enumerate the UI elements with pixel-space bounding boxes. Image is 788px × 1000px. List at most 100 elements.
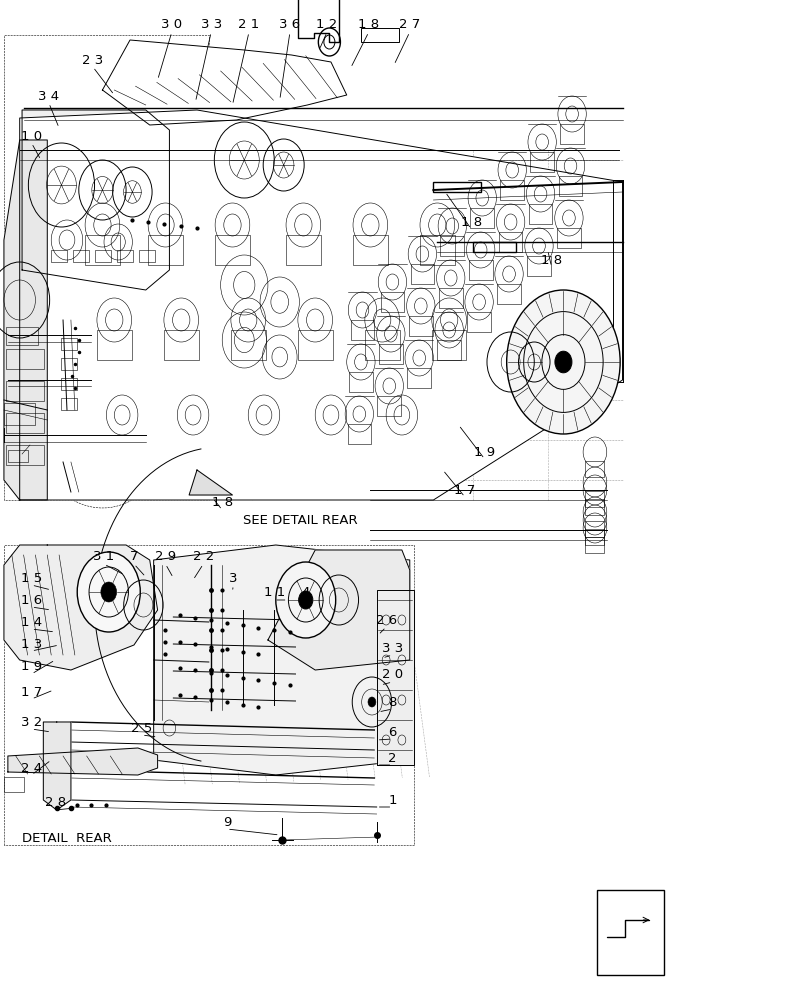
Polygon shape (102, 40, 347, 125)
Text: 3: 3 (229, 572, 237, 584)
Text: 1 9: 1 9 (21, 660, 42, 674)
Bar (585, 521, 604, 537)
Bar (585, 529, 604, 545)
Polygon shape (22, 110, 169, 290)
Polygon shape (4, 140, 47, 500)
Bar (148, 235, 183, 265)
Bar (97, 330, 132, 360)
Polygon shape (4, 545, 158, 670)
Bar (381, 292, 404, 312)
Bar (497, 284, 521, 304)
Text: 2 2: 2 2 (193, 550, 214, 564)
Text: 2 3: 2 3 (83, 53, 103, 66)
Bar (6, 327, 38, 345)
Bar (6, 349, 44, 369)
Polygon shape (268, 550, 410, 670)
Bar (527, 256, 551, 276)
Text: 4: 4 (302, 586, 310, 599)
Bar (559, 176, 582, 196)
Bar (585, 537, 604, 553)
Text: 3 2: 3 2 (21, 716, 42, 728)
Polygon shape (43, 722, 71, 810)
Bar (6, 381, 44, 401)
Bar (117, 250, 133, 262)
Bar (4, 777, 24, 792)
Text: 1 7: 1 7 (455, 484, 475, 496)
Polygon shape (20, 110, 623, 500)
Text: 3 6: 3 6 (280, 18, 300, 31)
Bar (499, 232, 522, 252)
Bar (286, 235, 321, 265)
Circle shape (299, 591, 313, 609)
Text: 1 9: 1 9 (474, 446, 495, 458)
Bar (407, 368, 431, 388)
Text: 3 3: 3 3 (382, 642, 403, 654)
Text: 1 8: 1 8 (212, 496, 232, 510)
Text: 2 4: 2 4 (21, 762, 42, 774)
Text: 2 9: 2 9 (155, 550, 176, 564)
Bar (411, 264, 434, 284)
Text: 1: 1 (388, 794, 396, 806)
Text: 3 0: 3 0 (162, 18, 182, 31)
Bar (470, 208, 494, 228)
Text: 2: 2 (388, 752, 396, 764)
Text: 1 1: 1 1 (264, 586, 284, 599)
Text: 1 7: 1 7 (21, 686, 42, 698)
Bar (557, 228, 581, 248)
Text: 1 0: 1 0 (21, 129, 42, 142)
Bar (500, 180, 524, 200)
Bar (85, 235, 120, 265)
Bar (298, 330, 333, 360)
Bar (231, 330, 266, 360)
Polygon shape (189, 470, 232, 495)
Text: 9: 9 (223, 816, 231, 828)
Bar (597, 890, 664, 975)
Polygon shape (8, 748, 158, 775)
Text: DETAIL  REAR: DETAIL REAR (22, 832, 112, 844)
Bar (353, 235, 388, 265)
Bar (469, 260, 492, 280)
Bar (432, 330, 466, 360)
Text: 3 4: 3 4 (39, 90, 59, 103)
Text: 1 6: 1 6 (21, 593, 42, 606)
Bar (439, 288, 463, 308)
Text: 7: 7 (130, 550, 138, 564)
Bar (433, 182, 481, 192)
Bar (61, 338, 77, 350)
Bar (467, 312, 491, 332)
Text: 1 8: 1 8 (359, 18, 379, 31)
Polygon shape (154, 545, 410, 775)
Bar (6, 445, 44, 465)
Text: 1 3: 1 3 (21, 638, 42, 650)
Text: 2 6: 2 6 (376, 613, 396, 626)
Bar (379, 344, 403, 364)
Bar (437, 340, 461, 360)
Polygon shape (377, 590, 414, 765)
Bar (139, 250, 155, 262)
Circle shape (507, 290, 620, 434)
Text: 6: 6 (388, 726, 396, 738)
Bar (8, 450, 28, 462)
Bar (529, 204, 552, 224)
Bar (51, 250, 67, 262)
Bar (361, 28, 399, 42)
Bar (164, 330, 199, 360)
Circle shape (555, 351, 572, 373)
Text: SEE DETAIL REAR: SEE DETAIL REAR (243, 514, 357, 526)
Bar (4, 403, 35, 425)
Bar (585, 461, 604, 477)
Text: 8: 8 (388, 696, 396, 708)
Bar (473, 242, 516, 252)
Bar (351, 320, 374, 340)
Text: 2 8: 2 8 (45, 796, 65, 810)
Bar (349, 372, 373, 392)
Text: 2 0: 2 0 (382, 668, 403, 682)
Text: 2 7: 2 7 (400, 18, 420, 31)
Bar (6, 413, 44, 433)
Text: 3 1: 3 1 (94, 550, 114, 564)
Text: 1 4: 1 4 (21, 615, 42, 629)
Bar (73, 250, 89, 262)
Bar (377, 396, 401, 416)
Bar (95, 250, 111, 262)
Bar (420, 235, 455, 265)
